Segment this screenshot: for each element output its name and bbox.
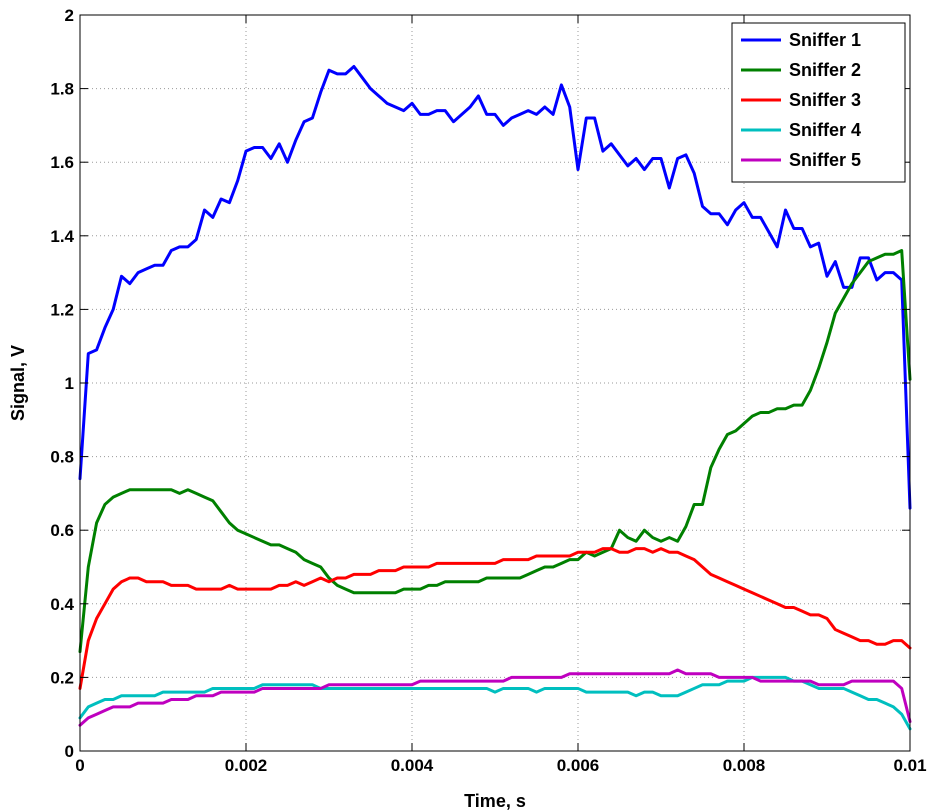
series-line-sniffer-2 [78,249,912,654]
legend-label-sniffer-4: Sniffer 4 [789,120,861,140]
x-tick-label: 0.004 [391,756,434,775]
y-tick-label: 0 [65,742,74,761]
y-tick-label: 0.6 [50,521,74,540]
legend-label-sniffer-1: Sniffer 1 [789,30,861,50]
series-layer [78,65,912,731]
x-tick-label: 0.008 [723,756,766,775]
legend-label-sniffer-5: Sniffer 5 [789,150,861,170]
series-line-sniffer-4 [78,675,912,731]
y-tick-label: 1 [65,374,74,393]
x-axis-label: Time, s [464,791,526,811]
y-tick-label: 0.2 [50,668,74,687]
y-tick-labels: 0 0.2 0.4 0.6 0.8 1 1.2 1.4 1.6 1.8 2 [50,6,74,761]
legend-label-sniffer-2: Sniffer 2 [789,60,861,80]
y-tick-label: 0.4 [50,595,74,614]
grid [80,15,910,751]
x-tick-label: 0 [75,756,84,775]
x-tick-label: 0.006 [557,756,600,775]
legend: Sniffer 1 Sniffer 2 Sniffer 3 Sniffer 4 Snif… [731,22,906,183]
x-tick-label: 0.002 [225,756,268,775]
axis-ticks [79,14,911,752]
x-tick-label: 0.01 [893,756,926,775]
y-tick-label: 1.8 [50,80,74,99]
y-tick-label: 1.4 [50,227,74,246]
y-tick-label: 1.2 [50,300,74,319]
y-tick-label: 0.8 [50,448,74,467]
legend-label-sniffer-3: Sniffer 3 [789,90,861,110]
y-tick-label: 2 [65,6,74,25]
series-line-sniffer-1 [78,65,912,510]
x-tick-labels: 0 0.002 0.004 0.006 0.008 0.01 [75,756,926,775]
y-axis-label: Signal, V [8,345,28,421]
legend-box [731,22,906,183]
y-tick-label: 1.6 [50,153,74,172]
series-line-sniffer-3 [78,547,912,690]
series-line-sniffer-5 [78,668,912,727]
